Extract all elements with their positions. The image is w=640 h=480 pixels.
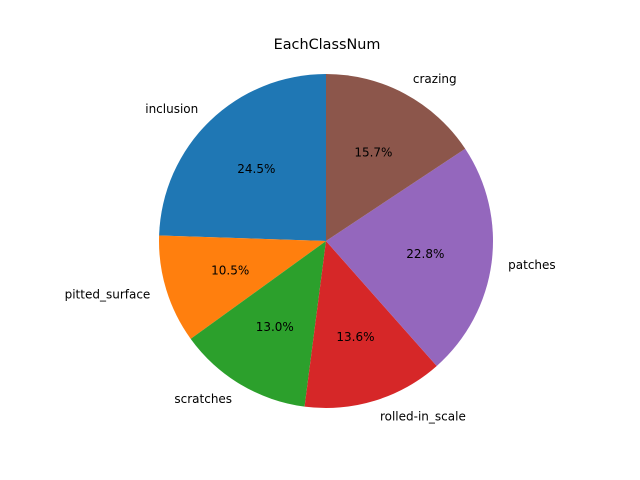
- pie-slices: [158, 74, 494, 409]
- pie-labels: inclusion 24.5% pitted_surface 10.5% scratch…: [65, 72, 556, 423]
- slice-percent-scratches: 13.0%: [256, 320, 294, 334]
- slice-percent-patches: 22.8%: [406, 247, 444, 261]
- slice-label-inclusion: inclusion: [145, 102, 198, 116]
- pie-slice-inclusion: [159, 74, 326, 241]
- slice-label-rolled-in-scale: rolled-in_scale: [380, 410, 466, 424]
- slice-label-scratches: scratches: [174, 392, 232, 406]
- slice-label-patches: patches: [508, 258, 556, 272]
- pie-slice-patches: [326, 148, 494, 367]
- slice-label-pitted-surface: pitted_surface: [65, 288, 151, 302]
- pie-slice-pitted-surface: [158, 235, 326, 339]
- pie-slice-rolled-in-scale: [304, 241, 437, 409]
- slice-percent-crazing: 15.7%: [354, 146, 392, 160]
- slice-percent-rolled-in-scale: 13.6%: [336, 330, 374, 344]
- slice-percent-pitted-surface: 10.5%: [211, 263, 249, 277]
- pie-slice-crazing: [326, 74, 466, 241]
- pie-slice-scratches: [190, 241, 326, 407]
- slice-percent-inclusion: 24.5%: [237, 162, 275, 176]
- chart-title: EachClassNum: [274, 37, 381, 53]
- slice-label-crazing: crazing: [413, 72, 457, 86]
